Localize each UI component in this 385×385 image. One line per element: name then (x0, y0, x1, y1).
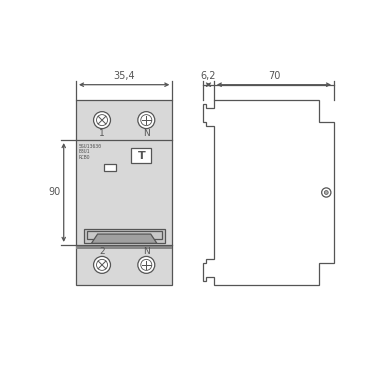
Circle shape (141, 259, 152, 270)
Bar (76, 100, 172, 285)
Circle shape (97, 115, 107, 126)
Text: 90: 90 (49, 187, 61, 198)
Circle shape (324, 191, 328, 194)
Circle shape (321, 188, 331, 197)
Text: 6,2: 6,2 (201, 71, 216, 81)
Circle shape (138, 112, 155, 129)
Text: 5SU13630: 5SU13630 (79, 144, 102, 149)
Circle shape (94, 256, 110, 273)
Bar (131, 148, 152, 163)
Circle shape (97, 259, 107, 270)
Circle shape (138, 256, 155, 273)
Bar (104, 164, 116, 171)
Text: B3U1: B3U1 (79, 149, 90, 154)
Polygon shape (92, 234, 157, 243)
Text: N: N (143, 246, 150, 256)
Text: RCBO: RCBO (79, 155, 90, 160)
Bar (84, 229, 165, 243)
Polygon shape (203, 100, 334, 285)
Text: 2: 2 (99, 246, 105, 256)
Text: 70: 70 (268, 71, 280, 81)
Circle shape (94, 112, 110, 129)
Circle shape (141, 115, 152, 126)
Text: N: N (143, 129, 150, 139)
Text: 35,4: 35,4 (113, 71, 135, 81)
Bar (87, 231, 162, 239)
Text: T: T (137, 151, 146, 161)
Text: 1: 1 (99, 129, 105, 139)
Bar (76, 245, 172, 249)
